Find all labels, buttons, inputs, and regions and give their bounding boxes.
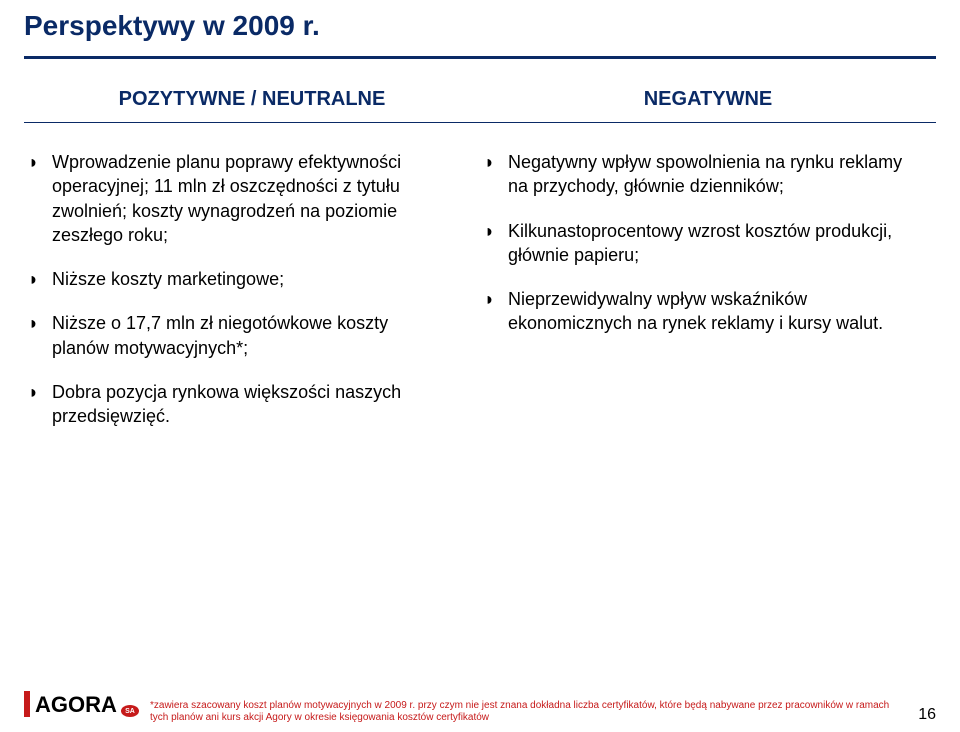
list-item-text: Dobra pozycja rynkowa większości naszych… — [52, 382, 401, 426]
list-item-text: Nieprzewidywalny wpływ wskaźników ekonom… — [508, 289, 883, 333]
bullet-marker-icon: ◗ — [484, 150, 495, 174]
list-item: ◗ Dobra pozycja rynkowa większości naszyc… — [24, 380, 450, 429]
header-right: NEGATYWNE — [480, 88, 936, 111]
column-left: ◗ Wprowadzenie planu poprawy efektywności… — [24, 150, 480, 449]
bullet-list-right: ◗ Negatywny wpływ spowolnienia na rynku r… — [480, 150, 926, 336]
agora-logo: AGORA SA — [24, 689, 142, 724]
bullet-marker-icon: ◗ — [28, 380, 39, 404]
list-item-text: Niższe koszty marketingowe; — [52, 269, 284, 289]
list-item: ◗ Niższe koszty marketingowe; — [24, 267, 450, 291]
list-item: ◗ Kilkunastoprocentowy wzrost kosztów pro… — [480, 219, 926, 268]
bullet-marker-icon: ◗ — [484, 219, 495, 243]
list-item: ◗ Nieprzewidywalny wpływ wskaźników ekono… — [480, 287, 926, 336]
logo-text: AGORA — [35, 692, 117, 717]
slide: Perspektywy w 2009 r. POZYTYWNE / NEUTRA… — [0, 0, 960, 732]
list-item-text: Wprowadzenie planu poprawy efektywności … — [52, 152, 401, 245]
bullet-marker-icon: ◗ — [28, 267, 39, 291]
header-underline — [24, 122, 936, 123]
list-item: ◗ Niższe o 17,7 mln zł niegotówkowe koszt… — [24, 311, 450, 360]
columns: ◗ Wprowadzenie planu poprawy efektywności… — [24, 150, 936, 449]
list-item-text: Kilkunastoprocentowy wzrost kosztów prod… — [508, 221, 892, 265]
bullet-marker-icon: ◗ — [28, 150, 39, 174]
agora-logo-svg: AGORA SA — [24, 689, 142, 719]
list-item: ◗ Wprowadzenie planu poprawy efektywności… — [24, 150, 450, 247]
list-item-text: Niższe o 17,7 mln zł niegotówkowe koszty… — [52, 313, 388, 357]
title-underline — [24, 56, 936, 59]
page-title: Perspektywy w 2009 r. — [24, 10, 320, 42]
column-right: ◗ Negatywny wpływ spowolnienia na rynku r… — [480, 150, 936, 449]
header-left: POZYTYWNE / NEUTRALNE — [24, 88, 480, 111]
bullet-list-left: ◗ Wprowadzenie planu poprawy efektywności… — [24, 150, 450, 429]
column-headers: POZYTYWNE / NEUTRALNE NEGATYWNE — [24, 88, 936, 118]
page-number: 16 — [918, 706, 936, 724]
footnote: *zawiera szacowany koszt planów motywacy… — [150, 700, 900, 724]
logo-badge-text: SA — [125, 708, 135, 715]
list-item: ◗ Negatywny wpływ spowolnienia na rynku r… — [480, 150, 926, 199]
list-item-text: Negatywny wpływ spowolnienia na rynku re… — [508, 152, 902, 196]
bullet-marker-icon: ◗ — [28, 311, 39, 335]
bullet-marker-icon: ◗ — [484, 287, 495, 311]
logo-bar — [24, 691, 30, 717]
